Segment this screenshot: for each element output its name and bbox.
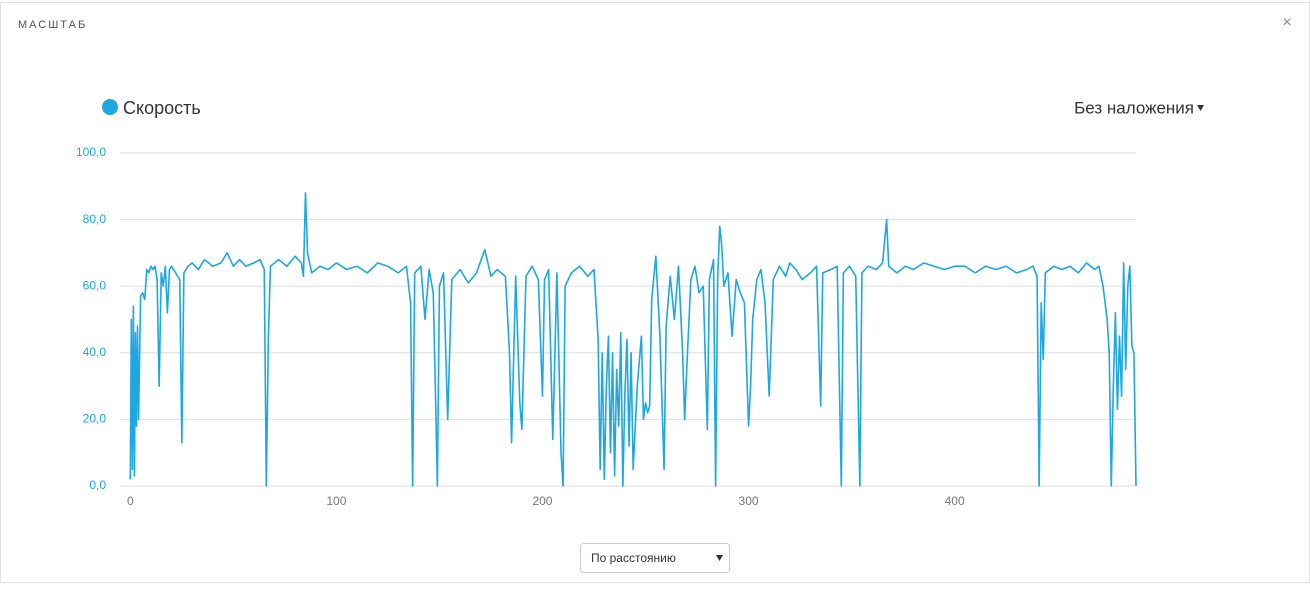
close-button[interactable]: × <box>1282 14 1291 31</box>
legend-label[interactable]: Скорость <box>123 98 201 118</box>
x-tick-label: 300 <box>739 494 759 508</box>
y-tick-label: 80,0 <box>83 212 107 226</box>
x-mode-select[interactable] <box>580 543 730 573</box>
speed-line <box>129 192 1137 487</box>
y-tick-label: 20,0 <box>83 412 107 426</box>
x-tick-label: 400 <box>945 494 965 508</box>
dropdown-arrow <box>1197 105 1204 111</box>
legend-marker <box>102 99 118 115</box>
select-label: По расстоянию <box>591 551 676 565</box>
y-tick-label: 0,0 <box>89 478 106 492</box>
y-tick-label: 40,0 <box>83 345 107 359</box>
y-tick-label: 60,0 <box>83 278 107 292</box>
dialog-title: МАСШТАБ <box>18 19 87 31</box>
x-tick-label: 200 <box>532 494 552 508</box>
y-tick-label: 100,0 <box>76 145 106 159</box>
x-tick-label: 100 <box>326 494 346 508</box>
select-arrow <box>716 555 723 561</box>
overlay-menu[interactable]: Без наложения <box>1074 98 1194 117</box>
plot: 0,0 20,0 40,0 60,0 80,0 100,0 0 100 200 300 400 <box>76 145 1137 508</box>
x-tick-label: 0 <box>127 494 134 508</box>
